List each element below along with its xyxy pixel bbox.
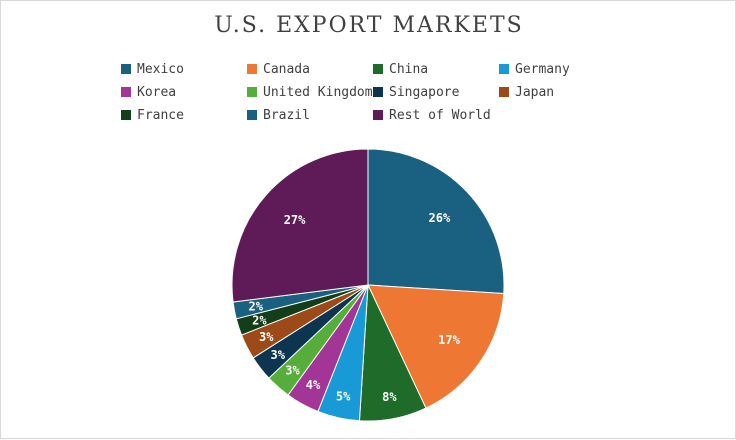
legend-swatch xyxy=(247,87,257,97)
legend-swatch xyxy=(373,110,383,120)
legend-swatch xyxy=(247,64,257,74)
legend-label: France xyxy=(137,107,184,123)
pie-slice-mexico xyxy=(367,148,505,295)
data-label-mexico: 26% xyxy=(429,211,451,225)
data-label-france: 2% xyxy=(252,313,267,327)
legend-swatch xyxy=(499,64,509,74)
legend-swatch xyxy=(373,64,383,74)
legend-swatch xyxy=(121,87,131,97)
legend-label: Korea xyxy=(137,84,177,100)
data-label-rest-of-world: 27% xyxy=(284,213,306,227)
data-label-korea: 4% xyxy=(306,378,321,392)
legend-label: Japan xyxy=(515,84,555,100)
chart-title: U.S. EXPORT MARKETS xyxy=(214,13,524,38)
legend-swatch xyxy=(121,64,131,74)
data-label-germany: 5% xyxy=(336,389,351,403)
legend-item-rest-of-world: Rest of World xyxy=(373,105,491,125)
data-label-united-kingdom: 3% xyxy=(285,364,300,378)
legend-swatch xyxy=(373,87,383,97)
legend-label: Brazil xyxy=(263,107,310,123)
pie-slice-rest-of-world xyxy=(231,148,369,303)
legend-item-japan: Japan xyxy=(499,82,554,102)
data-label-canada: 17% xyxy=(438,333,460,347)
legend-item-germany: Germany xyxy=(499,59,570,79)
pie-slice-canada xyxy=(367,284,505,409)
legend-item-korea: Korea xyxy=(121,82,176,102)
legend-item-france: France xyxy=(121,105,184,125)
legend-label: Canada xyxy=(263,61,310,77)
legend-swatch xyxy=(247,110,257,120)
data-label-brazil: 2% xyxy=(249,299,264,313)
legend-label: Mexico xyxy=(137,61,184,77)
data-label-singapore: 3% xyxy=(271,348,286,362)
legend-item-brazil: Brazil xyxy=(247,105,310,125)
legend-item-china: China xyxy=(373,59,428,79)
legend-label: China xyxy=(389,61,429,77)
legend-label: Rest of World xyxy=(389,107,491,123)
legend-item-singapore: Singapore xyxy=(373,82,459,102)
legend-label: Singapore xyxy=(389,84,460,100)
legend-label: United Kingdom xyxy=(263,84,373,100)
legend-item-mexico: Mexico xyxy=(121,59,184,79)
data-label-japan: 3% xyxy=(259,330,274,344)
legend-swatch xyxy=(121,110,131,120)
legend-item-canada: Canada xyxy=(247,59,310,79)
legend-swatch xyxy=(499,87,509,97)
data-label-china: 8% xyxy=(382,390,397,404)
legend-label: Germany xyxy=(515,61,570,77)
legend-item-united-kingdom: United Kingdom xyxy=(247,82,373,102)
